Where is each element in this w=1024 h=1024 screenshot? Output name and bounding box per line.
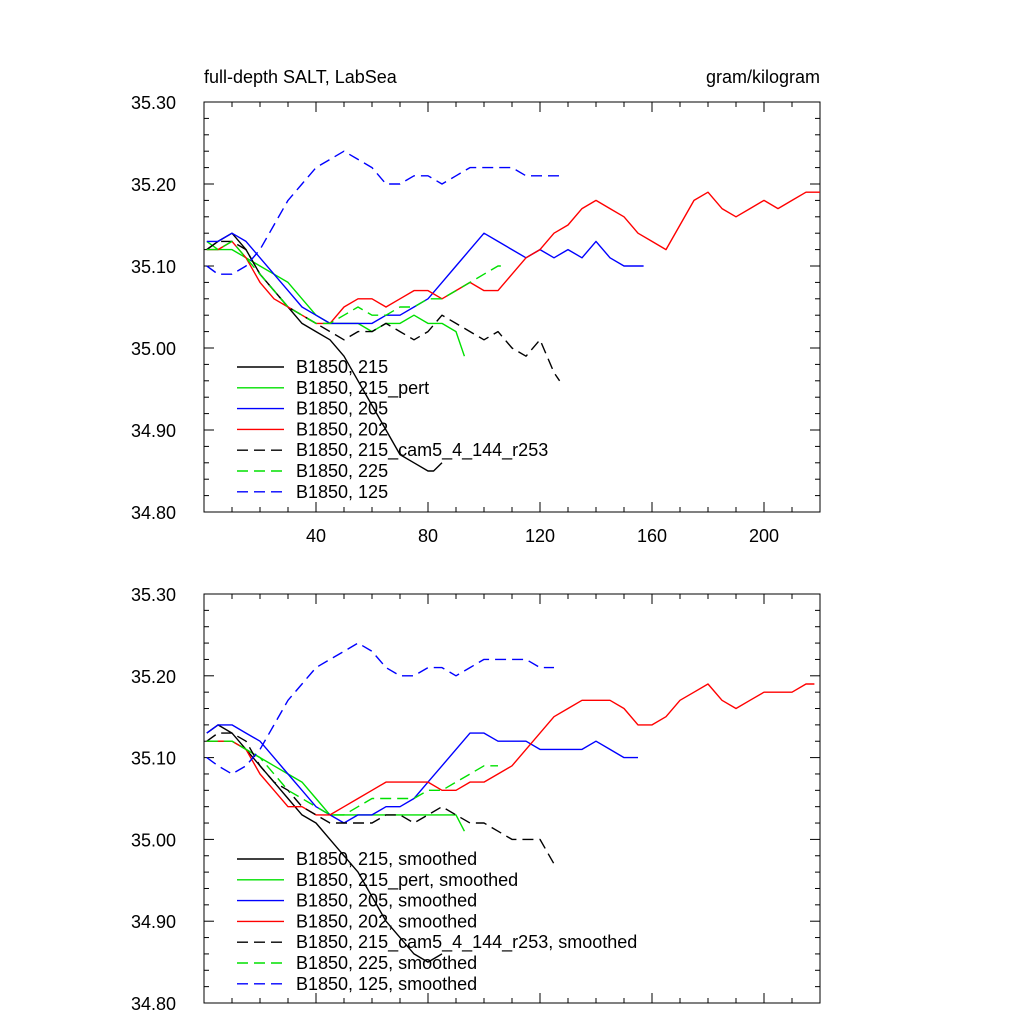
panel-1-y-tick-label: 35.20 — [131, 175, 176, 195]
panel-1-y-tick-label: 34.80 — [131, 503, 176, 523]
panel-2-series-line-6 — [206, 740, 498, 816]
panel-2-series-line-1 — [206, 724, 443, 963]
panel-2-y-tick-label: 34.90 — [131, 912, 176, 932]
panel-1-legend-label-7: B1850, 125 — [296, 482, 388, 502]
panel-2-y-tick-label: 35.00 — [131, 830, 176, 850]
panel-1-legend-label-4: B1850, 202 — [296, 419, 388, 439]
panel-1-legend-label-6: B1850, 225 — [296, 461, 388, 481]
panel-1-title-right: gram/kilogram — [706, 67, 820, 87]
panel-1-x-tick-label: 40 — [306, 526, 326, 546]
panel-2-legend-label-3: B1850, 205, smoothed — [296, 891, 477, 911]
panel-1-x-tick-label: 200 — [749, 526, 779, 546]
panel-1-y-tick-label: 35.00 — [131, 339, 176, 359]
panel-1-legend-label-5: B1850, 215_cam5_4_144_r253 — [296, 440, 548, 461]
panel-2-series-line-3 — [206, 724, 638, 824]
panel-2-legend-label-7: B1850, 125, smoothed — [296, 974, 477, 994]
panel-2-legend-label-5: B1850, 215_cam5_4_144_r253, smoothed — [296, 932, 637, 953]
panel-2-series-line-5 — [206, 732, 555, 865]
panel-1-series-line-5 — [206, 240, 561, 382]
panel-1-title-left: full-depth SALT, LabSea — [204, 67, 398, 87]
panel-2-y-tick-label: 35.30 — [131, 585, 176, 605]
panel-1-x-tick-label: 80 — [418, 526, 438, 546]
panel-2-legend-label-6: B1850, 225, smoothed — [296, 953, 477, 973]
panel-2-legend-label-1: B1850, 215, smoothed — [296, 849, 477, 869]
panel-1-legend-label-2: B1850, 215_pert — [296, 378, 429, 399]
panel-2-legend-label-2: B1850, 215_pert, smoothed — [296, 870, 518, 891]
panel-2-y-tick-label: 35.20 — [131, 667, 176, 687]
panel-1-legend-label-1: B1850, 215 — [296, 357, 388, 377]
panel-2-plot: 34.80 34.90 35.00 35.10 35.20 35.30 B1850, 215… — [131, 585, 821, 1014]
panel-1-series-line-6 — [206, 240, 507, 325]
panel-1-y-tick-label: 35.10 — [131, 257, 176, 277]
panel-1-series-line-3 — [206, 232, 644, 325]
panel-2-y-tick-label: 35.10 — [131, 749, 176, 769]
panel-1-y-tick-label: 35.30 — [131, 93, 176, 113]
panel-1-y-tick-label: 34.90 — [131, 421, 176, 441]
panel-2-legend-label-4: B1850, 202, smoothed — [296, 911, 477, 931]
panel-1-legend-label-3: B1850, 205 — [296, 399, 388, 419]
panel-1-plot: 40 80 120 160 200 34.80 34.90 35.00 35.10 35.20 35… — [131, 93, 821, 546]
panel-1-x-tick-label: 120 — [525, 526, 555, 546]
panel-1-x-tick-label: 160 — [637, 526, 667, 546]
panel-2-y-tick-label: 34.80 — [131, 994, 176, 1014]
panel-2-series-line-7 — [206, 642, 554, 775]
panel-1-series-line-7 — [206, 150, 560, 275]
